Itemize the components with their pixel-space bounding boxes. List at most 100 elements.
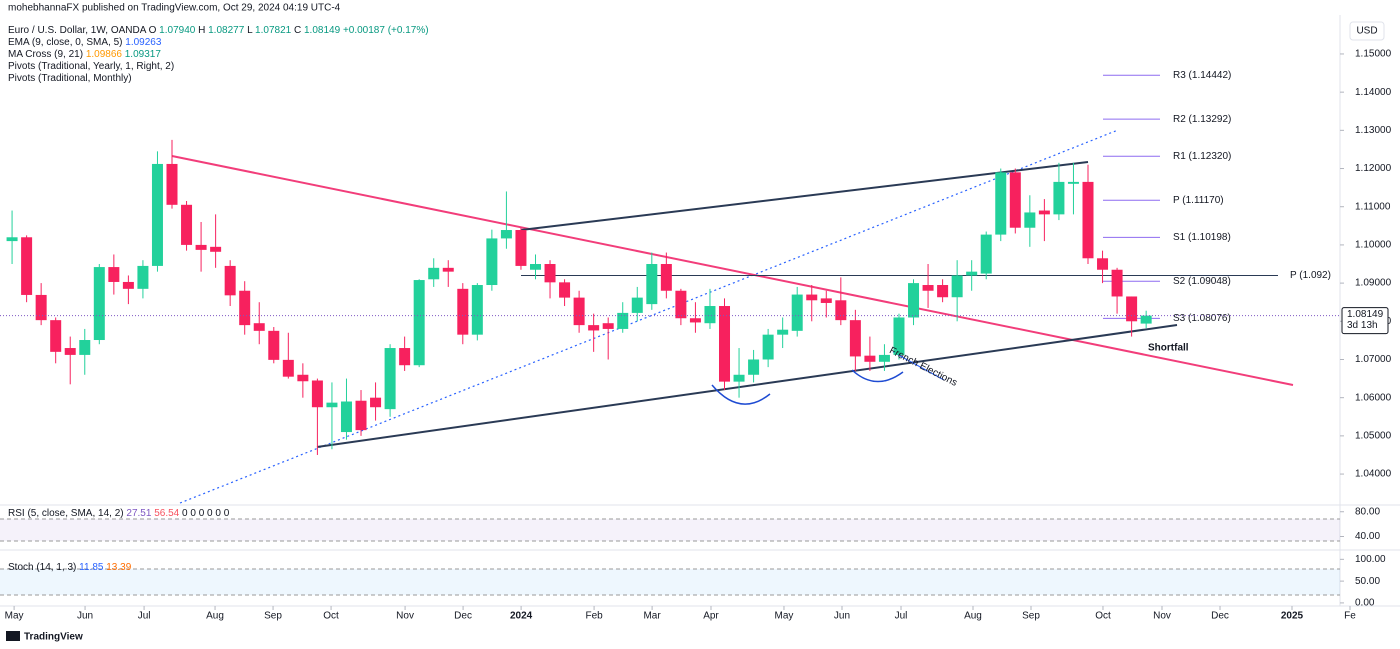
candle-body	[122, 281, 134, 289]
candle-body	[210, 246, 222, 252]
candle-body	[428, 267, 440, 280]
layout	[0, 15, 1400, 641]
candle-body	[951, 275, 963, 298]
x-tick-label: Dec	[1211, 611, 1229, 622]
y-tick-label: 1.05000	[1355, 431, 1392, 442]
pivot-label: R1 (1.12320)	[1173, 151, 1231, 162]
x-tick-label: Apr	[703, 611, 719, 622]
y-tick-label: 40.00	[1355, 531, 1380, 542]
indicator-value: 1.09263	[125, 37, 162, 48]
candle-body	[748, 359, 760, 375]
candle-body	[631, 297, 643, 313]
x-tick-label: 2024	[510, 611, 533, 622]
x-tick-label: Nov	[1153, 611, 1171, 622]
last-price-label: 1.08149	[1347, 309, 1384, 320]
candle-body	[573, 297, 585, 326]
y-tick-label: 80.00	[1355, 506, 1380, 517]
candle-body	[893, 317, 905, 355]
pivot-label: S3 (1.08076)	[1173, 313, 1231, 324]
pane-value: 11.85	[79, 562, 104, 573]
indicator-name: Pivots (Traditional, Yearly, 1, Right, 2…	[8, 61, 174, 72]
x-tick-label: Aug	[206, 611, 224, 622]
pane-legend: RSI (5, close, SMA, 14, 2) 27.51 56.54 0…	[8, 508, 230, 519]
candle-body	[326, 402, 338, 408]
candle-body	[559, 282, 571, 298]
pivot-label: S1 (1.10198)	[1173, 232, 1231, 243]
candle-body	[311, 380, 323, 408]
candle-body	[849, 320, 861, 357]
candle-body	[617, 312, 629, 329]
y-tick-label: 1.10000	[1355, 240, 1392, 251]
y-tick-label: 1.12000	[1355, 163, 1392, 174]
x-tick-label: Sep	[264, 611, 282, 622]
pane-legend: Stoch (14, 1, 3) 11.85 13.39	[8, 562, 132, 573]
candle-body	[151, 163, 163, 266]
indicator-name: MA Cross (9, 21)	[8, 49, 83, 60]
candle-body	[268, 330, 280, 360]
symbol-line: Euro / U.S. Dollar, 1W, OANDA O 1.07940 …	[8, 25, 429, 36]
indicator-value: 1.09866	[86, 49, 123, 60]
candle-body	[1038, 210, 1050, 215]
x-tick-label: Oct	[1095, 611, 1111, 622]
ohlc-value: 1.08277	[208, 25, 245, 36]
candle-body	[675, 290, 687, 319]
pane-value: 27.51	[126, 508, 151, 519]
candle-body	[1082, 181, 1094, 259]
ohlc-value: 1.07940	[159, 25, 196, 36]
indicator-legend: Pivots (Traditional, Yearly, 1, Right, 2…	[8, 61, 174, 72]
candle-body	[384, 348, 396, 410]
pane-value: 13.39	[106, 562, 131, 573]
candle-body	[50, 320, 62, 352]
pivot-label: R3 (1.14442)	[1173, 70, 1231, 81]
candle-body	[35, 294, 47, 321]
candle-body	[820, 298, 832, 303]
candle-body	[413, 280, 425, 366]
x-tick-label: Fe	[1344, 611, 1356, 622]
x-tick-label: Jun	[77, 611, 93, 622]
candle-body	[1053, 181, 1065, 215]
last-price-box	[1341, 307, 1389, 335]
candle-body	[239, 290, 251, 326]
candle-body	[486, 238, 498, 286]
ohlc-value: +0.00187 (+0.17%)	[343, 25, 429, 36]
candle-body	[908, 283, 920, 318]
candle-body	[544, 264, 556, 283]
candle-body	[646, 264, 658, 305]
candle-body	[791, 294, 803, 331]
candle-body	[922, 285, 934, 291]
candle-body	[64, 348, 76, 355]
candle-body	[370, 397, 382, 408]
y-tick-label: 1.15000	[1355, 49, 1392, 60]
monthly-pivot-label: P (1.092)	[1290, 270, 1331, 281]
candle-body	[181, 204, 193, 245]
indicator-value: 1.09317	[125, 49, 162, 60]
candle-body	[355, 400, 367, 431]
y-tick-label: 1.14000	[1355, 87, 1392, 98]
indicator-name: Pivots (Traditional, Monthly)	[8, 73, 132, 84]
candle-body	[762, 334, 774, 360]
countdown: 3d 13h	[1347, 320, 1378, 331]
candle-body	[980, 234, 992, 274]
x-tick-label: Jun	[834, 611, 850, 622]
pivot-label: S2 (1.09048)	[1173, 276, 1231, 287]
x-tick-label: May	[5, 611, 24, 622]
candle-body	[399, 348, 411, 366]
candle-body	[340, 401, 352, 433]
candle-body	[471, 285, 483, 335]
y-tick-label: 1.11000	[1355, 201, 1391, 212]
published: mohebhannaFX published on TradingView.co…	[8, 3, 341, 14]
pane-value: 0 0 0 0 0 0	[182, 508, 230, 519]
brand: TradingView	[24, 632, 83, 643]
ohlc-value: 1.07821	[255, 25, 292, 36]
x-tick-label: 2025	[1281, 611, 1304, 622]
pane-title: Stoch (14, 1, 3)	[8, 562, 76, 573]
x-tick-label: Aug	[964, 611, 982, 622]
pivot-label: P (1.11170)	[1173, 195, 1224, 206]
x-tick-label: Jul	[895, 611, 908, 622]
candle-body	[457, 288, 469, 335]
candle-body	[108, 267, 120, 282]
y-tick-label: 0.00	[1355, 598, 1375, 609]
x-tick-label: Nov	[396, 611, 414, 622]
candle-body	[878, 354, 890, 362]
